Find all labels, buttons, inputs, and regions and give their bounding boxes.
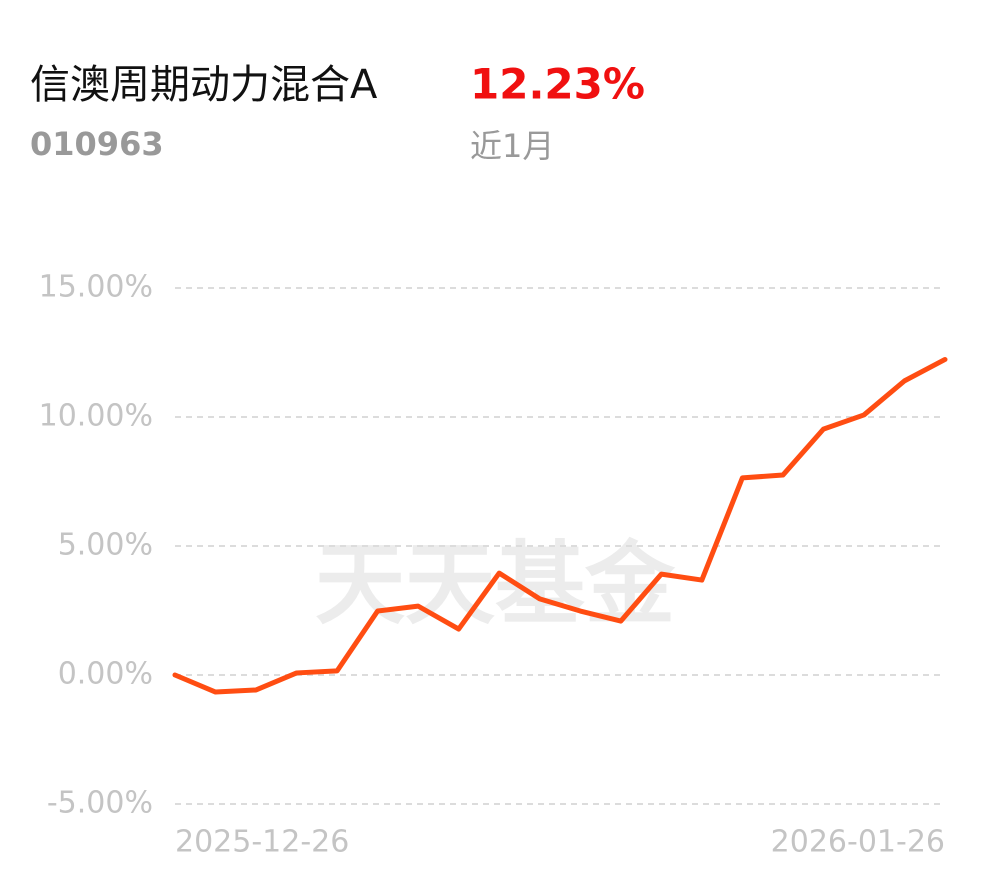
y-tick-label: 0.00% <box>58 657 153 692</box>
y-tick-label: 10.00% <box>39 399 153 434</box>
y-tick-label: 15.00% <box>39 270 153 305</box>
y-tick-label: 5.00% <box>58 528 153 563</box>
line <box>172 356 948 695</box>
fund-code: 010963 <box>30 125 164 163</box>
period: 近1月 <box>470 127 554 165</box>
x-tick-label: 2026-01-26 <box>771 825 945 860</box>
fund-name: 信澳周期动力混合A <box>30 62 378 108</box>
y-tick-label: -5.00% <box>47 786 153 821</box>
x-tick-label: 2025-12-26 <box>175 825 349 860</box>
fund-return: 12.23% <box>470 60 645 109</box>
